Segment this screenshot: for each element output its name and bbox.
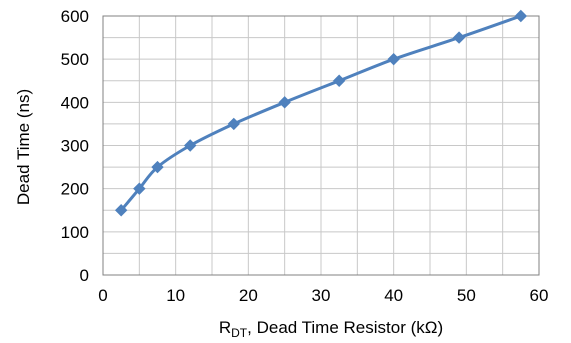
x-tick-label: 50 xyxy=(457,286,476,305)
y-tick-label: 400 xyxy=(61,93,89,112)
horizontal-gridlines xyxy=(103,37,539,254)
x-axis-title-main: R xyxy=(219,318,231,337)
x-tick-label: 10 xyxy=(166,286,185,305)
data-point-marker xyxy=(387,52,400,66)
x-tick-label: 40 xyxy=(384,286,403,305)
data-point-marker xyxy=(183,139,197,152)
plot-frame xyxy=(102,15,540,276)
x-axis-title-subscript: DT xyxy=(231,326,248,340)
y-tick-label: 300 xyxy=(61,137,89,156)
data-point-marker xyxy=(278,96,291,109)
y-tick-label: 600 xyxy=(61,7,89,26)
data-point-marker xyxy=(514,9,528,23)
y-tick-label: 0 xyxy=(80,266,89,285)
series-markers xyxy=(114,9,528,217)
y-axis-title: Dead Time (ns) xyxy=(14,89,33,205)
series-line xyxy=(119,14,523,212)
y-tick-label: 200 xyxy=(61,180,89,199)
data-point-marker xyxy=(452,31,466,44)
y-tick-label: 500 xyxy=(61,50,89,69)
data-point-marker xyxy=(114,204,128,217)
x-axis-title-rest: , Dead Time Resistor (kΩ) xyxy=(247,318,443,337)
x-tick-label: 0 xyxy=(98,286,107,305)
y-tick-labels: 0 100 200 300 400 500 600 xyxy=(61,7,89,285)
x-tick-label: 60 xyxy=(530,286,549,305)
x-tick-labels: 0 10 20 30 40 50 60 xyxy=(98,286,548,305)
x-tick-label: 30 xyxy=(312,286,331,305)
data-point-marker xyxy=(133,182,146,195)
y-tick-label: 100 xyxy=(61,223,89,242)
data-point-marker xyxy=(332,74,346,87)
x-tick-label: 20 xyxy=(239,286,258,305)
x-axis-title: RDT, Dead Time Resistor (kΩ) xyxy=(219,318,443,340)
data-point-marker xyxy=(227,117,241,131)
data-point-marker xyxy=(151,160,164,174)
